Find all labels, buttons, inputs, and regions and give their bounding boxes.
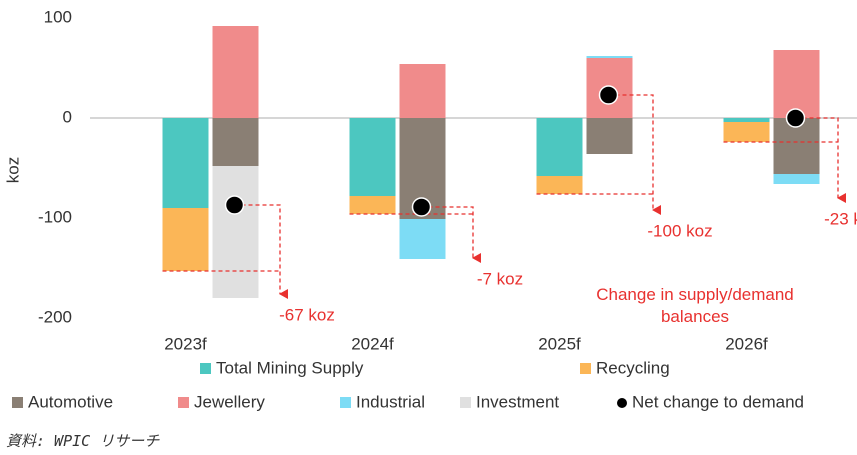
bar — [212, 26, 259, 118]
legend-swatch — [178, 397, 189, 408]
legend-label: Investment — [476, 392, 559, 411]
x-tick-label: 2026f — [725, 334, 768, 353]
y-tick-label: 100 — [44, 7, 72, 26]
legend-swatch — [580, 363, 591, 374]
legend-swatch — [200, 363, 211, 374]
net-dot — [224, 195, 245, 215]
bar — [212, 166, 259, 298]
x-tick-label: 2023f — [164, 334, 207, 353]
bar — [349, 196, 396, 214]
balance-label: -23 koz — [824, 209, 857, 228]
bar — [586, 56, 633, 58]
balance-arrow — [608, 94, 661, 215]
net-dot — [411, 197, 432, 217]
bar — [723, 118, 770, 122]
balance-label: -67 koz — [279, 305, 335, 324]
legend-label: Recycling — [596, 358, 670, 377]
balance-arrow — [795, 117, 846, 203]
bar — [536, 118, 583, 176]
source: 資料: WPIC リサーチ — [6, 432, 160, 450]
balance-arrow — [234, 204, 288, 299]
legend-label: Automotive — [28, 392, 113, 411]
bar — [349, 118, 396, 196]
legend-swatch — [12, 397, 23, 408]
net-dot — [598, 85, 619, 105]
y-tick-label: 0 — [63, 107, 72, 126]
bar — [723, 122, 770, 142]
legend-swatch — [460, 397, 471, 408]
net-dot — [785, 108, 806, 128]
bar — [536, 176, 583, 194]
bar — [399, 219, 446, 259]
legend-label: Industrial — [356, 392, 425, 411]
y-tick-label: -200 — [38, 307, 72, 326]
balance-note: Change in supply/demand balances — [596, 285, 794, 326]
legend-label: Total Mining Supply — [216, 358, 364, 377]
bar — [586, 118, 633, 154]
y-axis-label: koz — [3, 157, 22, 183]
legend-label: Net change to demand — [632, 392, 804, 411]
y-tick-label: -100 — [38, 207, 72, 226]
bar — [162, 208, 209, 271]
bar — [399, 64, 446, 118]
bar — [773, 50, 820, 118]
legend-label: Jewellery — [194, 392, 265, 411]
bar — [162, 118, 209, 208]
x-tick-label: 2025f — [538, 334, 581, 353]
balance-label: -100 koz — [647, 221, 712, 240]
bar — [773, 174, 820, 184]
legend-swatch — [617, 398, 627, 408]
balance-label: -7 koz — [477, 269, 523, 288]
legend-swatch — [340, 397, 351, 408]
balance-arrow — [421, 206, 481, 263]
bar — [212, 118, 259, 166]
x-tick-label: 2024f — [351, 334, 394, 353]
